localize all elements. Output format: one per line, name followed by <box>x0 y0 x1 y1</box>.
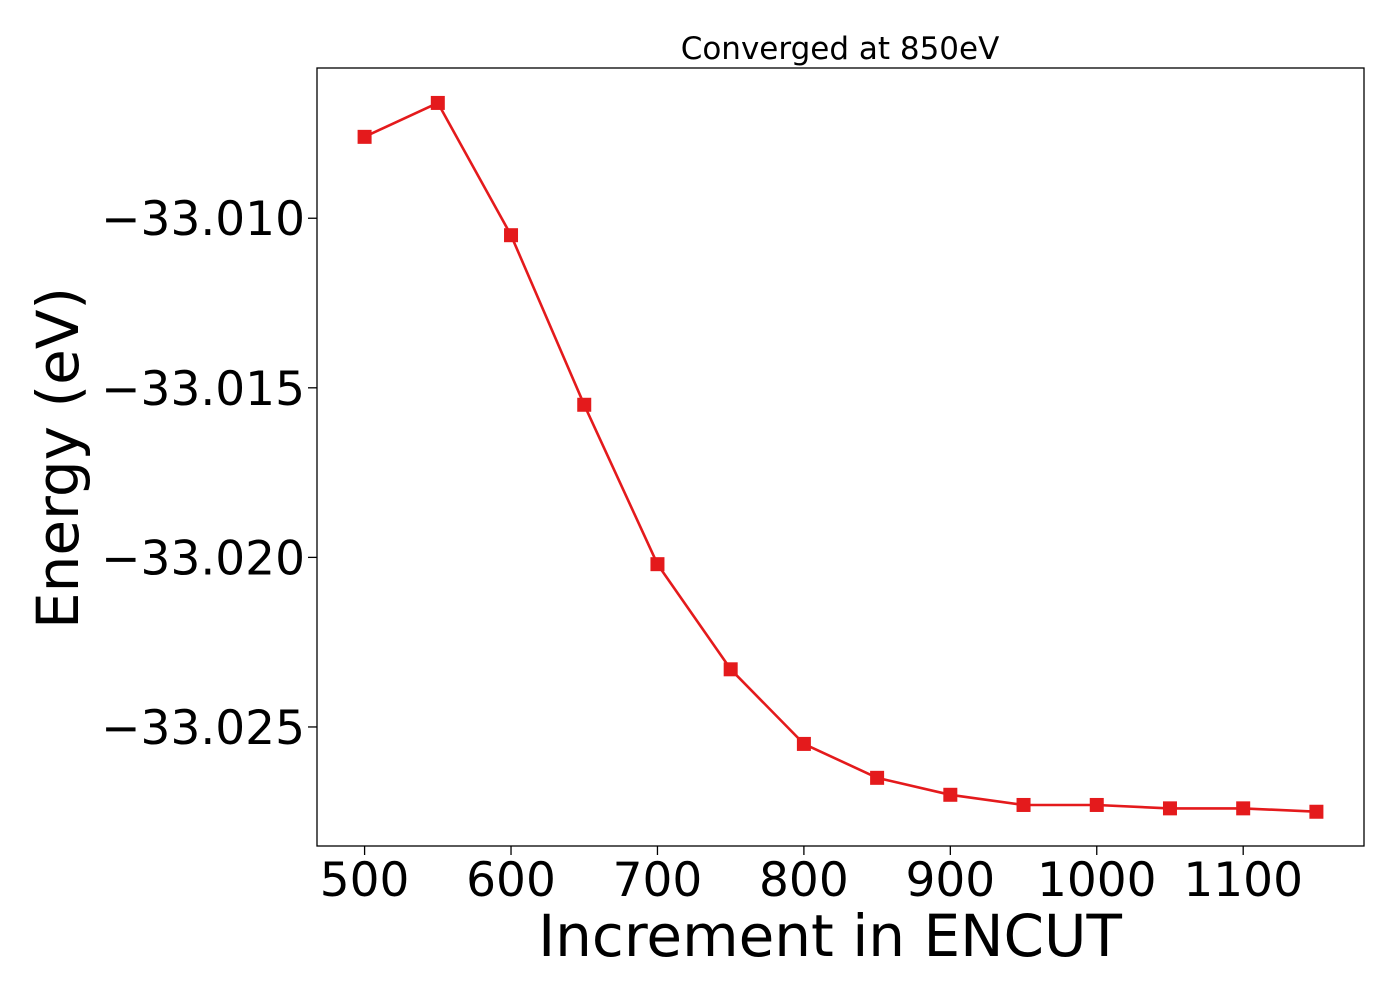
data-point-marker <box>1309 804 1324 819</box>
y-tick-label: −33.015 <box>101 362 305 417</box>
data-point-marker <box>796 736 811 751</box>
x-tick-label: 800 <box>759 853 849 908</box>
data-point-marker <box>357 129 372 144</box>
x-tick-label: 900 <box>905 853 995 908</box>
data-point-marker <box>430 95 445 110</box>
series-layer <box>357 95 1324 819</box>
y-tick-label: −33.025 <box>101 701 305 756</box>
x-tick-label: 700 <box>613 853 703 908</box>
data-point-marker <box>943 787 958 802</box>
data-point-marker <box>870 770 885 785</box>
data-point-marker <box>504 228 519 243</box>
data-point-marker <box>650 557 665 572</box>
x-axis-ticks: 500 600 700 800 900 1000 1100 <box>320 846 1303 908</box>
series-line <box>364 101 1317 813</box>
data-point-marker <box>723 662 738 677</box>
y-axis-ticks: −33.010 −33.015 −33.020 −33.025 <box>101 192 317 756</box>
data-point-marker <box>1016 797 1031 812</box>
plot-area-frame <box>316 67 1365 847</box>
data-point-marker <box>577 397 592 412</box>
y-tick-label: −33.020 <box>101 531 305 586</box>
x-axis-label: Increment in ENCUT <box>538 902 1122 970</box>
data-point-marker <box>1236 801 1251 816</box>
x-tick-label: 600 <box>466 853 556 908</box>
y-axis-label: Energy (eV) <box>24 287 92 629</box>
x-tick-label: 500 <box>320 853 410 908</box>
x-tick-label: 1000 <box>1037 853 1157 908</box>
y-tick-label: −33.010 <box>101 192 305 247</box>
chart-title: Converged at 850eV <box>681 31 1000 67</box>
data-point-marker <box>1162 801 1177 816</box>
x-tick-label: 1100 <box>1183 853 1303 908</box>
data-point-marker <box>1089 797 1104 812</box>
